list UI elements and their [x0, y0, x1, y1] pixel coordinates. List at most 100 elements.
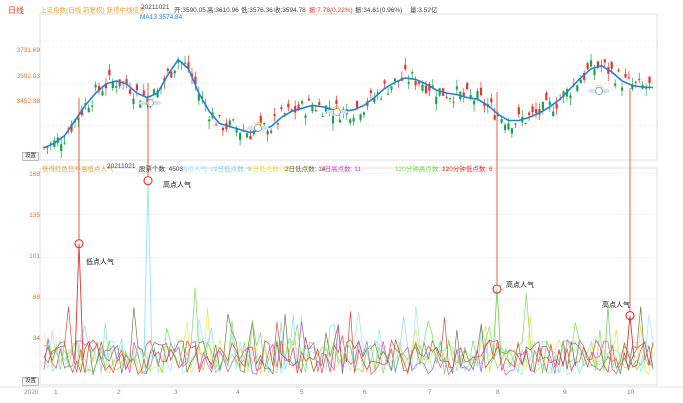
candle-body: [493, 115, 496, 120]
candle-body: [87, 107, 90, 113]
y-tick-label: 168: [29, 171, 40, 178]
header-high: 高:3610.96: [207, 7, 239, 14]
candle-body: [108, 69, 111, 76]
legend-item: 1日低点数: 9: [214, 166, 251, 173]
indicator-series-line: [43, 287, 654, 375]
badge-face: [595, 87, 603, 95]
legend-stock-count: 股票个数: 4503: [139, 166, 184, 173]
y-tick-label: 3452.38: [16, 98, 41, 105]
candle-body: [49, 143, 52, 145]
candle-body: [214, 124, 218, 126]
x-tick-label: 4: [236, 389, 240, 396]
candle-body: [407, 82, 410, 84]
signal-badge-icon: [326, 106, 348, 116]
candle-body: [318, 102, 321, 105]
spike-line: [74, 243, 84, 360]
x-tick-label: 8: [496, 389, 500, 396]
candle-body: [634, 81, 637, 83]
candle-body: [476, 90, 479, 99]
candle-body: [507, 123, 510, 130]
header-volume: 量:3.52亿: [410, 7, 438, 14]
candle-body: [376, 92, 379, 94]
candle-body: [497, 114, 500, 116]
candle-body: [115, 86, 118, 88]
indicator-series-line: [43, 314, 654, 375]
candle-body: [541, 102, 544, 110]
x-tick-label: 2020: [24, 389, 39, 396]
ma-label: MA13 3574.84: [140, 14, 183, 21]
candle-body: [259, 115, 262, 123]
candle-body: [555, 103, 558, 109]
candle-body: [645, 87, 648, 89]
candle-body: [97, 86, 101, 92]
annotation-circle: [74, 239, 84, 249]
candle-body: [472, 100, 476, 105]
candle-body: [101, 91, 104, 96]
x-tick-label: 9: [563, 389, 567, 396]
candle-body: [469, 94, 472, 99]
candle-body: [173, 70, 176, 74]
candle-body: [359, 114, 362, 120]
candle-body: [183, 62, 187, 64]
candle-body: [314, 110, 317, 112]
candle-body: [638, 78, 641, 81]
candle-body: [142, 90, 145, 96]
candle-body: [132, 98, 135, 104]
candle-body: [445, 97, 448, 99]
candle-body: [390, 86, 393, 90]
candle-body: [228, 120, 231, 126]
candle-body: [455, 86, 458, 90]
candle-body: [46, 147, 49, 149]
candle-body: [349, 119, 352, 124]
x-tick-label: 6: [363, 389, 367, 396]
settings-button-upper[interactable]: 设置: [22, 152, 40, 161]
x-tick-label: 3: [174, 389, 178, 396]
candle-body: [579, 79, 582, 84]
legend-item: 120分钟高点数: 21: [395, 166, 450, 173]
candle-body: [380, 98, 383, 100]
legend-item: 3日高点数: 11: [321, 166, 361, 173]
candle-body: [373, 98, 376, 103]
candle-body: [273, 114, 276, 116]
header-low: 低:3576.36: [241, 7, 273, 14]
candle-body: [631, 84, 634, 90]
candle-body: [583, 73, 586, 80]
candle-body: [490, 98, 493, 103]
candle-body: [294, 106, 297, 113]
header-open: 开:3590.05: [174, 7, 206, 14]
candle-body: [307, 98, 311, 101]
settings-button-lower[interactable]: 设置: [22, 377, 40, 386]
candle-body: [331, 115, 335, 124]
candle-body: [218, 114, 221, 116]
candle-body: [386, 93, 390, 95]
candle-body: [177, 60, 180, 63]
candle-body: [483, 102, 486, 107]
candle-body: [411, 72, 414, 74]
annotation-label: 低点人气: [86, 259, 114, 266]
candle-body: [128, 89, 132, 94]
candle-body: [593, 69, 596, 76]
y-tick-label: 101: [29, 253, 40, 260]
y-tick-label: 68: [32, 294, 40, 301]
annotation-label: 高点人气: [163, 182, 191, 189]
candle-body: [122, 81, 125, 83]
indicator-title: 获得红色信号高低点人气: [42, 166, 114, 173]
badge-face: [254, 124, 262, 132]
candle-body: [552, 111, 555, 116]
candle-body: [538, 109, 541, 115]
candle-body: [60, 144, 63, 151]
candle-body: [438, 88, 441, 96]
period-tab[interactable]: 日线: [8, 6, 24, 15]
x-tick-label: 7: [428, 389, 432, 396]
header-title: 上证指数(日线 前复权) 获得中线信号: [40, 7, 146, 14]
candle-body: [528, 112, 531, 115]
header-date: 20211021: [141, 4, 170, 11]
indicator-panel-border: [39, 167, 658, 386]
candle-body: [276, 123, 280, 125]
candle-body: [421, 84, 424, 91]
annotation-circle: [492, 284, 502, 294]
candle-body: [627, 77, 631, 79]
candle-body: [280, 107, 283, 109]
candle-body: [620, 87, 624, 91]
